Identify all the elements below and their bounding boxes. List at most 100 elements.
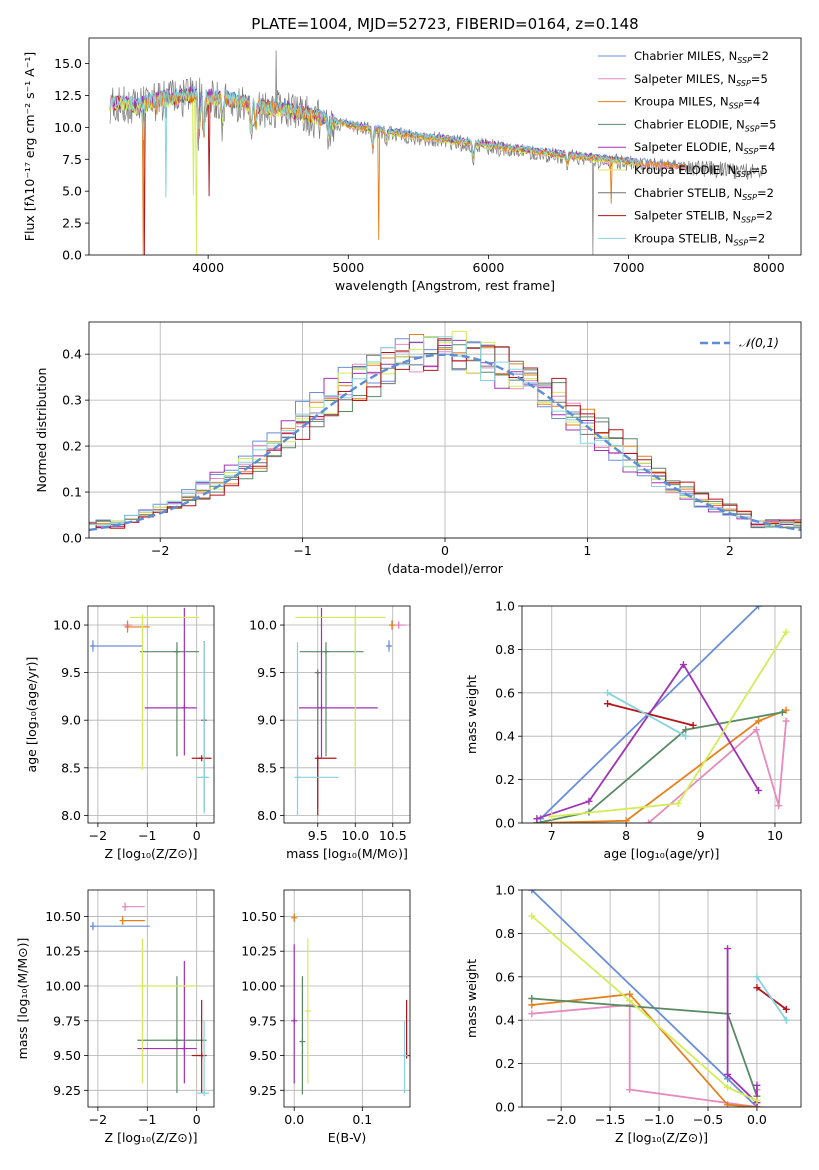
plot-age-vs-mass: 9.5 10.0 10.5 8.0 8.5 9.0 9.5 10.0 mass [log₁₀(M… — [249, 605, 411, 861]
y-tick-label: 1.0 — [495, 599, 515, 614]
weight-marker — [548, 812, 556, 820]
weight-marker — [755, 606, 763, 610]
errorbar-point — [137, 976, 207, 1094]
weight-marker — [724, 1083, 732, 1091]
y-tick-label: 0.2 — [62, 439, 82, 454]
errorbar-point — [304, 938, 311, 1084]
y-tick-label: 0.6 — [495, 685, 515, 700]
weight-marker — [782, 706, 790, 714]
axes-frame — [283, 889, 411, 1108]
x-tick-label: 0.0 — [284, 1112, 304, 1127]
weight-marker — [753, 973, 761, 981]
x-axis-label: E(B-V) — [328, 1130, 367, 1145]
x-tick-label: 7000 — [613, 260, 645, 275]
spectrum-line — [141, 89, 687, 255]
weight-marker — [724, 1101, 732, 1107]
x-tick-label: 0.0 — [747, 1112, 767, 1127]
legend-label: Chabrier STELIB, NSSP=2 — [634, 186, 774, 202]
weight-marker — [753, 1081, 761, 1089]
weight-marker — [689, 721, 697, 729]
legend-label: Chabrier MILES, NSSP=2 — [634, 49, 769, 65]
x-tick-label: 0 — [193, 1112, 201, 1127]
chart-title: PLATE=1004, MJD=52723, FIBERID=0164, z=0… — [251, 15, 638, 33]
weight-marker — [753, 1096, 761, 1104]
weight-marker — [626, 997, 634, 1005]
y-tick-label: 10.0 — [54, 120, 82, 135]
weight-marker — [679, 661, 687, 669]
y-tick-label: 0.2 — [495, 772, 515, 787]
weight-marker — [782, 1016, 790, 1024]
y-tick-label: 2.5 — [62, 216, 82, 231]
x-tick-label: 10.5 — [379, 828, 407, 843]
plot-area — [109, 50, 764, 255]
legend-label: Chabrier ELODIE, NSSP=5 — [634, 117, 776, 133]
y-tick-label: 9.50 — [249, 1048, 277, 1063]
y-tick-label: 9.25 — [249, 1083, 277, 1098]
weight-marker — [528, 890, 536, 894]
y-axis-label: mass weight — [464, 675, 479, 754]
plot-area — [533, 606, 790, 823]
weight-marker — [755, 717, 763, 725]
weight-marker — [528, 1001, 536, 1009]
weight-marker — [604, 689, 612, 697]
y-tick-label: 8.0 — [61, 808, 81, 823]
y-tick-label: 10.25 — [45, 944, 81, 959]
errorbar-point — [130, 614, 200, 770]
weight-marker — [533, 815, 541, 823]
errorbar-point — [314, 755, 337, 816]
y-tick-label: 10.25 — [241, 944, 277, 959]
plot-area — [89, 607, 212, 814]
x-tick-label: 0 — [441, 543, 449, 558]
y-tick-label: 9.0 — [61, 713, 81, 728]
x-axis-label: mass [log₁₀(M/M⊙)] — [286, 846, 408, 861]
weight-marker — [626, 990, 634, 998]
weight-marker — [782, 717, 790, 725]
weight-marker — [528, 912, 536, 920]
weight-line — [607, 692, 687, 737]
weight-marker — [778, 708, 786, 716]
x-tick-label: 10 — [767, 828, 783, 843]
x-tick-label: 9 — [697, 828, 705, 843]
weight-line — [531, 890, 758, 1107]
legend-label: Salpeter STELIB, NSSP=2 — [634, 209, 773, 225]
y-tick-label: 0.8 — [495, 642, 515, 657]
x-tick-label: 8000 — [753, 260, 785, 275]
legend-label: Kroupa ELODIE, NSSP=5 — [634, 163, 768, 179]
y-tick-label: 10.50 — [241, 909, 277, 924]
plot-mass-vs-ebv: 0.0 0.1 9.25 9.50 9.75 10.00 10.25 10.50 E(B-V) — [241, 889, 411, 1145]
axes-frame — [87, 889, 215, 1108]
y-axis-label: Flux [fλ10⁻¹⁷ erg cm⁻² s⁻¹ A⁻¹] — [22, 52, 37, 241]
x-tick-label: 1 — [583, 543, 591, 558]
y-tick-label: 1.0 — [495, 883, 515, 898]
weight-marker — [528, 1010, 536, 1018]
plot-residuals: −2 −1 0 1 2 0.0 0.1 0.2 0.3 0.4 (data-model)/error… — [34, 321, 802, 576]
weight-marker — [644, 819, 652, 823]
axes-frame — [521, 889, 802, 1108]
y-tick-label: 0.4 — [62, 347, 82, 362]
y-tick-label: 0.4 — [495, 729, 515, 744]
errorbar-point — [89, 640, 143, 652]
axes-frame — [88, 37, 802, 256]
x-axis-label: (data-model)/error — [387, 561, 504, 576]
weight-marker — [752, 726, 760, 734]
weight-line — [536, 662, 760, 820]
errorbar-point — [299, 642, 364, 757]
plot-spectrum: 4000 5000 6000 7000 8000 0.0 2.5 5.0 7.5 10.0 12.5… — [22, 15, 802, 293]
grid — [88, 606, 214, 823]
plot-weights-vs-Z: −2.0 −1.5 −1.0 −0.5 0.0 0.0 0.2 0.4 0.6 0.8 1.0 Z [… — [464, 883, 802, 1145]
weight-marker — [604, 700, 612, 708]
errorbar-point — [196, 1020, 210, 1097]
y-tick-label: 8.0 — [257, 808, 277, 823]
plot-mass-vs-Z: −2 −1 0 9.25 9.50 9.75 10.00 10.25 10.50 Z [log₁₀… — [15, 889, 215, 1145]
errorbar-point — [386, 640, 392, 652]
errorbar-point — [196, 642, 210, 814]
x-tick-label: 6000 — [473, 260, 505, 275]
axes-frame — [88, 321, 802, 539]
y-axis-label: mass [log₁₀(M/M⊙)] — [15, 938, 30, 1060]
grid — [522, 889, 801, 1108]
axes-frame — [521, 605, 802, 824]
errorbar-point — [299, 976, 306, 1095]
x-tick-label: −2 — [151, 543, 169, 558]
errorbar-point — [124, 621, 150, 633]
